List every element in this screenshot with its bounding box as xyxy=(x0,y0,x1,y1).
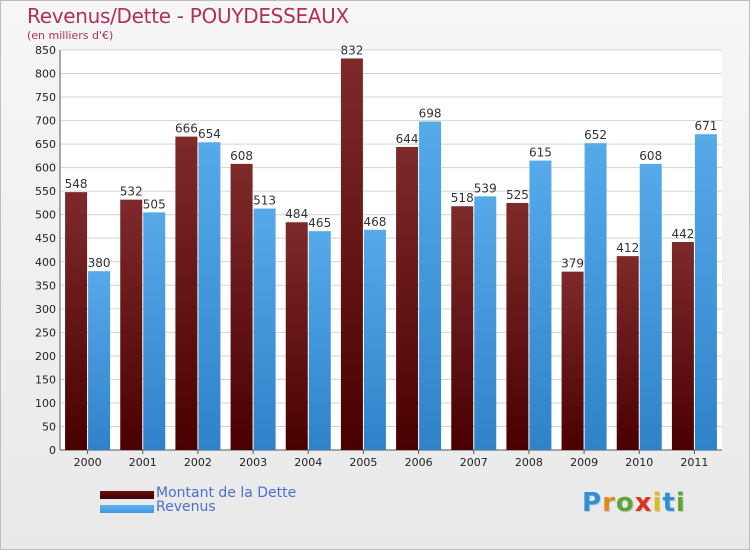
x-tick-label: 2006 xyxy=(405,456,433,469)
x-tick-label: 2010 xyxy=(625,456,653,469)
data-label-revenus: 505 xyxy=(143,197,166,211)
bar-dette xyxy=(451,206,474,450)
legend-label-revenus: Revenus xyxy=(156,499,216,515)
y-tick-label: 650 xyxy=(35,138,56,151)
x-tick-label: 2004 xyxy=(294,456,322,469)
bar-revenus xyxy=(253,208,276,450)
logo-letter: i xyxy=(652,488,663,518)
data-label-dette: 532 xyxy=(120,185,143,199)
data-label-revenus: 539 xyxy=(474,181,497,195)
y-tick-label: 850 xyxy=(35,44,56,57)
y-tick-label: 600 xyxy=(35,162,56,175)
data-label-dette: 442 xyxy=(671,227,694,241)
y-tick-label: 500 xyxy=(35,209,56,222)
data-label-dette: 608 xyxy=(230,149,253,163)
logo-letter: x xyxy=(634,488,653,518)
bar-revenus xyxy=(363,229,386,450)
bar-revenus xyxy=(308,231,331,450)
data-label-revenus: 698 xyxy=(419,107,442,121)
bar-dette xyxy=(120,199,143,450)
bar-revenus xyxy=(88,271,111,450)
data-label-revenus: 465 xyxy=(308,216,331,230)
data-label-dette: 525 xyxy=(506,188,529,202)
chart-subtitle: (en milliers d'€) xyxy=(27,29,114,42)
y-tick-label: 700 xyxy=(35,115,56,128)
y-tick-label: 300 xyxy=(35,303,56,316)
bar-revenus xyxy=(143,212,166,450)
y-tick-label: 450 xyxy=(35,232,56,245)
x-tick-label: 2003 xyxy=(239,456,267,469)
bar-dette xyxy=(65,192,88,450)
data-label-revenus: 468 xyxy=(363,215,386,229)
logo-letter: r xyxy=(602,488,616,518)
legend-label-dette: Montant de la Dette xyxy=(156,485,297,501)
data-label-dette: 644 xyxy=(396,132,419,146)
bar-revenus xyxy=(694,134,717,450)
data-label-dette: 379 xyxy=(561,257,584,271)
bar-dette xyxy=(230,163,253,450)
data-label-dette: 666 xyxy=(175,122,198,136)
data-label-revenus: 380 xyxy=(88,256,111,270)
y-tick-label: 100 xyxy=(35,397,56,410)
bar-revenus xyxy=(474,196,497,450)
y-tick-label: 150 xyxy=(35,373,56,386)
bar-revenus xyxy=(639,163,662,450)
bar-revenus xyxy=(529,160,552,450)
x-tick-label: 2005 xyxy=(349,456,377,469)
y-tick-label: 200 xyxy=(35,350,56,363)
data-label-revenus: 513 xyxy=(253,194,276,208)
data-label-dette: 548 xyxy=(65,177,88,191)
bar-dette xyxy=(506,202,529,450)
proxiti-logo: Proxiti xyxy=(582,488,686,518)
y-tick-label: 800 xyxy=(35,68,56,81)
data-label-dette: 484 xyxy=(285,207,308,221)
bar-dette xyxy=(285,222,308,450)
x-tick-label: 2002 xyxy=(184,456,212,469)
y-tick-label: 0 xyxy=(49,444,56,457)
chart-title: Revenus/Dette - POUYDESSEAUX xyxy=(27,4,349,28)
bar-revenus xyxy=(419,121,442,450)
logo-letter: P xyxy=(582,488,603,518)
y-tick-label: 750 xyxy=(35,91,56,104)
data-label-dette: 518 xyxy=(451,191,474,205)
data-label-revenus: 671 xyxy=(694,119,717,133)
logo-letter: t xyxy=(662,488,676,518)
x-tick-label: 2000 xyxy=(74,456,102,469)
data-label-revenus: 652 xyxy=(584,128,607,142)
y-tick-label: 250 xyxy=(35,326,56,339)
x-tick-label: 2009 xyxy=(570,456,598,469)
x-tick-label: 2008 xyxy=(515,456,543,469)
bar-dette xyxy=(396,146,419,451)
legend-swatch-revenus xyxy=(100,505,154,513)
x-tick-label: 2001 xyxy=(129,456,157,469)
logo-letter: i xyxy=(675,488,686,518)
x-tick-label: 2011 xyxy=(680,456,708,469)
data-label-revenus: 654 xyxy=(198,127,221,141)
bar-dette xyxy=(671,242,694,450)
bar-revenus xyxy=(584,143,607,451)
bar-dette xyxy=(561,271,584,450)
bar-dette xyxy=(616,256,639,450)
bar-revenus xyxy=(198,142,221,450)
x-tick-label: 2007 xyxy=(460,456,488,469)
y-tick-label: 550 xyxy=(35,185,56,198)
data-label-revenus: 608 xyxy=(639,149,662,163)
bar-chart: 0 50 100 150 200 250 300 350 400 450 500 550 600 650 7… xyxy=(35,43,722,469)
data-label-revenus: 615 xyxy=(529,146,552,160)
y-tick-label: 50 xyxy=(42,420,56,433)
legend-swatch-dette xyxy=(100,491,154,499)
logo-letter: o xyxy=(615,488,635,518)
y-tick-label: 400 xyxy=(35,256,56,269)
data-label-dette: 832 xyxy=(340,43,363,57)
bar-dette xyxy=(340,58,363,451)
data-label-dette: 412 xyxy=(616,241,639,255)
bar-dette xyxy=(175,136,198,450)
plot-area xyxy=(60,50,722,450)
y-tick-label: 350 xyxy=(35,279,56,292)
